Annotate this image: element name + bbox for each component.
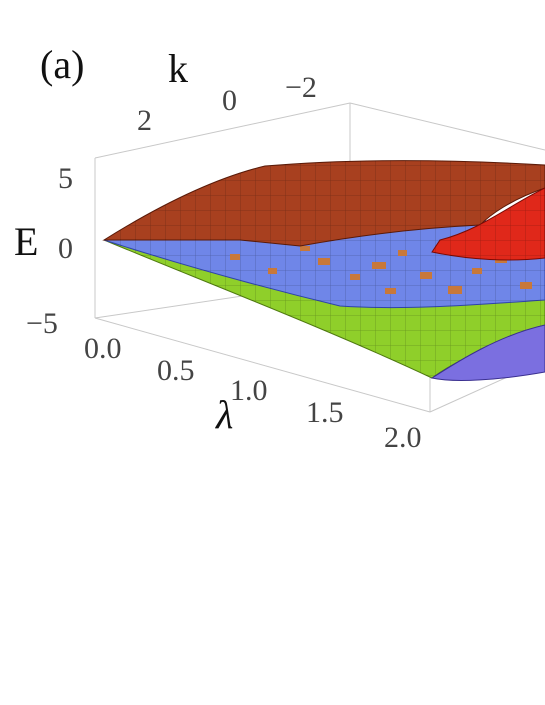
patch [300,246,310,251]
surface-upper [102,160,545,261]
e-axis: 5 0 −5 E [14,162,73,340]
k-tick-label: 0 [222,84,237,117]
patch [268,268,277,274]
patch [398,250,407,256]
e-tick-label: −5 [26,307,58,340]
patch [385,288,396,294]
lambda-tick-label: 2.0 [384,421,422,454]
surface-lower-underside [430,324,545,381]
lambda-tick-label: 0.5 [157,354,195,387]
e-tick-label: 5 [58,162,73,195]
patch [448,286,462,294]
surface-middle [103,219,545,309]
lambda-axis: 0.0 0.5 1.0 1.5 2.0 λ [84,332,422,454]
patch [318,258,330,265]
box-edge [349,102,545,151]
k-tick-label: 2 [137,104,152,137]
lambda-tick-label: 0.0 [84,332,122,365]
k-axis-label: k [168,46,188,91]
surface-upper-edge-mesh [432,188,545,260]
surface-upper-mesh [104,160,545,246]
patch [520,282,532,289]
k-tick-label: −2 [285,71,317,104]
patch [230,254,240,260]
panel-label: (a) [40,42,84,87]
k-axis: 2 0 −2 k [137,46,317,137]
patch [472,268,482,274]
box-edge [94,102,351,159]
patch [372,262,386,269]
e-axis-label: E [14,219,38,264]
lambda-axis-label: λ [215,392,233,437]
box-edge [94,317,431,413]
e-tick-label: 0 [58,232,73,265]
patch [420,272,432,279]
patch [350,274,360,280]
lambda-tick-label: 1.0 [230,374,268,407]
lambda-tick-label: 1.5 [306,396,344,429]
